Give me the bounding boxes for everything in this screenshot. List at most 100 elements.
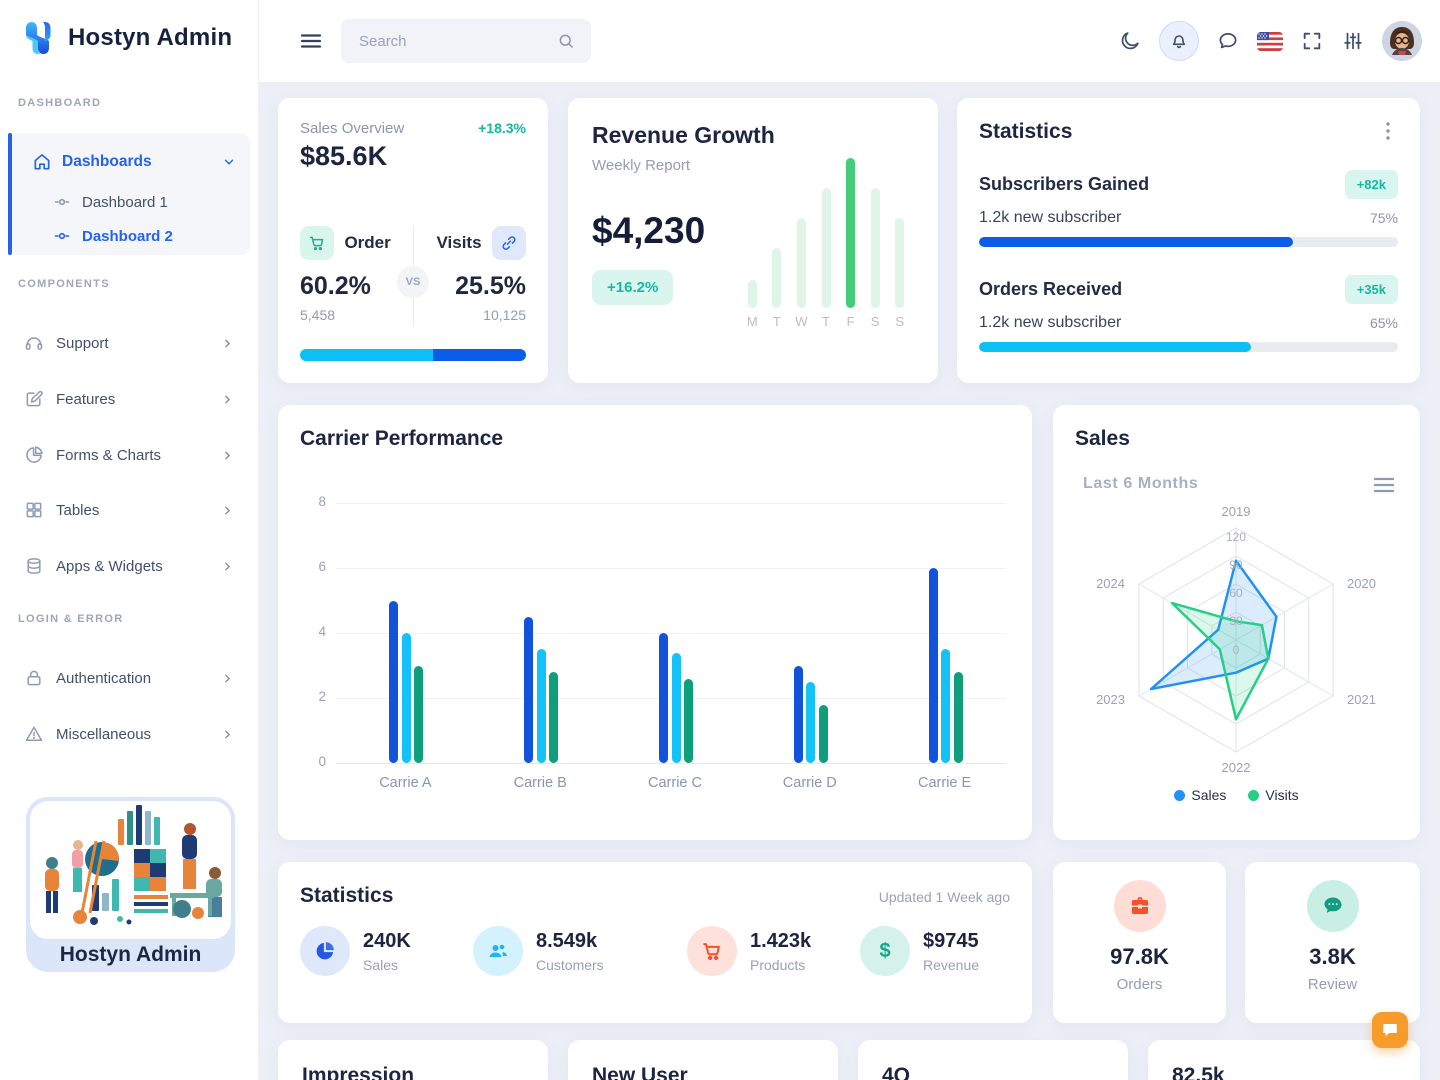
- sales-card-title: Sales: [1075, 427, 1130, 450]
- brand-logo-icon: [22, 18, 60, 58]
- sales-overview-total: $85.6K: [300, 141, 388, 171]
- order-count: 5,458: [300, 307, 336, 323]
- svg-text:2023: 2023: [1096, 692, 1125, 707]
- search-icon[interactable]: [557, 32, 575, 50]
- weekly-bar-label: W: [795, 314, 808, 329]
- buy-now-floating-button[interactable]: [1372, 1012, 1408, 1048]
- stat-products: 1.423k Products: [687, 926, 811, 976]
- search-input[interactable]: [359, 19, 549, 63]
- settings-sliders-icon[interactable]: [1341, 29, 1365, 53]
- sidebar-item-label: Forms & Charts: [56, 446, 162, 464]
- gridline: [336, 633, 1006, 634]
- chevron-right-icon: [221, 672, 234, 685]
- svg-text:2021: 2021: [1347, 692, 1376, 707]
- orders-received-sub: 1.2k new subscriber: [979, 314, 1122, 331]
- orders-value: 97.8K: [1110, 944, 1169, 969]
- stat-sales-value: 240K: [363, 929, 411, 952]
- chart-menu-icon[interactable]: [1374, 477, 1394, 493]
- gridline: [336, 503, 1006, 504]
- dark-mode-moon-icon[interactable]: [1118, 29, 1142, 53]
- review-label: Review: [1307, 976, 1358, 993]
- visits-count: 10,125: [483, 307, 526, 323]
- order-visits-progress: [300, 349, 526, 361]
- weekly-bar: [772, 248, 782, 308]
- pie-chart-icon: [300, 926, 350, 976]
- stat-products-label: Products: [750, 956, 806, 973]
- pie-chart-icon: [24, 445, 44, 465]
- gridline: [336, 698, 1006, 699]
- sidebar-item-features[interactable]: Features: [8, 379, 250, 419]
- svg-text:0: 0: [1233, 643, 1240, 657]
- lock-icon: [24, 668, 44, 688]
- messages-chat-icon[interactable]: [1216, 29, 1240, 53]
- notifications-bell-icon[interactable]: [1159, 21, 1199, 61]
- sidebar-item-label: Dashboard 2: [82, 227, 173, 245]
- legend-item-sales[interactable]: Sales: [1174, 787, 1226, 803]
- user-avatar[interactable]: [1382, 21, 1422, 61]
- review-mini-card: 3.8K Review: [1245, 862, 1420, 1023]
- stat-customers: 8.549k Customers: [473, 926, 604, 976]
- sales-legend-dot: [1174, 789, 1186, 801]
- chevron-down-icon: [222, 155, 236, 169]
- svg-text:2019: 2019: [1222, 504, 1251, 519]
- statistics-card: Statistics Subscribers Gained +82k 1.2k …: [957, 98, 1420, 383]
- svg-text:90: 90: [1229, 558, 1243, 572]
- orders-progress-fill: [979, 342, 1252, 352]
- sidebar-item-label: Support: [56, 334, 109, 352]
- stat-customers-label: Customers: [536, 956, 604, 973]
- subscribers-gained-sub: 1.2k new subscriber: [979, 209, 1122, 226]
- visits-pct: 25.5%: [455, 272, 526, 300]
- sidebar-item-authentication[interactable]: Authentication: [8, 658, 250, 698]
- sidebar-item-label: Tables: [56, 501, 100, 519]
- y-axis-tick: 6: [318, 559, 326, 574]
- y-axis-tick: 8: [318, 494, 326, 509]
- visits-legend-label: Visits: [1265, 787, 1299, 803]
- updated-timestamp: Updated 1 Week ago: [878, 889, 1010, 905]
- more-options-icon[interactable]: [1378, 120, 1398, 142]
- sidebar-item-dashboard-1[interactable]: Dashboard 1: [8, 187, 250, 217]
- sidebar: Hostyn Admin DASHBOARD Dashboards Dashbo…: [0, 0, 259, 1080]
- language-us-flag-icon[interactable]: [1257, 31, 1283, 51]
- brand-name: Hostyn Admin: [68, 24, 233, 51]
- stat-sales: 240K Sales: [300, 926, 411, 976]
- sidebar-item-dashboards[interactable]: Dashboards: [8, 143, 250, 181]
- stat-revenue: $ $9745 Revenue: [860, 926, 979, 976]
- carrier-bar: [684, 678, 693, 763]
- orders-label: Orders: [1116, 976, 1163, 993]
- carrier-bar: [659, 633, 668, 763]
- carrier-bar: [941, 649, 951, 763]
- weekly-bar-label: S: [895, 314, 905, 329]
- orders-progress-track: [979, 342, 1398, 352]
- carrier-bar: [524, 616, 534, 763]
- sidebar-illustration: [30, 801, 231, 939]
- weekly-bar: [870, 188, 880, 308]
- chevron-right-icon: [221, 337, 234, 350]
- orders-received-label: Orders Received: [979, 279, 1123, 299]
- menu-toggle-icon[interactable]: [299, 29, 323, 53]
- sidebar-item-apps-widgets[interactable]: Apps & Widgets: [8, 546, 250, 586]
- sidebar-item-support[interactable]: Support: [8, 323, 250, 363]
- weekly-bar-label: S: [870, 314, 880, 329]
- visits-progress-segment: [433, 349, 526, 361]
- new-user-card: New User: [568, 1040, 838, 1080]
- subscribers-progress-fill: [979, 237, 1294, 247]
- weekly-bar: [846, 158, 856, 308]
- fullscreen-icon[interactable]: [1300, 29, 1324, 53]
- order-vs-visits: Order 60.2% 5,458 VS Visits 25.5% 10,125: [300, 226, 526, 326]
- sidebar-item-tables[interactable]: Tables: [8, 490, 250, 530]
- sidebar-item-miscellaneous[interactable]: Miscellaneous: [8, 714, 250, 754]
- alert-triangle-icon: [24, 724, 44, 744]
- quarter-card: 4Q: [858, 1040, 1128, 1080]
- sidebar-item-label: Miscellaneous: [56, 725, 152, 743]
- statistics-summary-title: Statistics: [300, 884, 394, 907]
- sidebar-item-forms-charts[interactable]: Forms & Charts: [8, 435, 250, 475]
- brand[interactable]: Hostyn Admin: [22, 18, 232, 58]
- stat-customers-value: 8.549k: [536, 929, 598, 952]
- svg-text:2022: 2022: [1222, 760, 1251, 775]
- carrier-performance-card: Carrier Performance 0 2 4 6 8 Carrie A Carrie …: [278, 405, 1032, 840]
- subscribers-progress-track: [979, 237, 1398, 247]
- legend-item-visits[interactable]: Visits: [1248, 787, 1299, 803]
- sidebar-item-dashboard-2[interactable]: Dashboard 2: [8, 221, 250, 251]
- active-accent-bar: [8, 133, 12, 255]
- carrier-bar: [818, 704, 828, 763]
